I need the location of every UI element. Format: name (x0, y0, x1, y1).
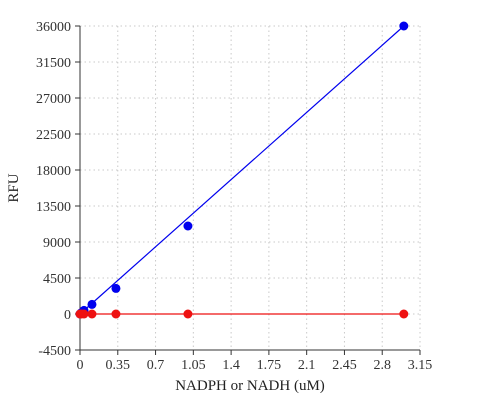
x-axis-ticks: 0 0.35 0.7 1.05 1.4 1.75 2.1 2.45 2.8 3.15 (77, 350, 433, 373)
y-tick-label: 18000 (36, 164, 71, 179)
series-1-point (399, 21, 409, 31)
x-tick-label: 2.1 (298, 358, 316, 373)
y-axis-label: RFU (6, 173, 22, 202)
x-tick-label: 0.7 (147, 358, 165, 373)
series-2-point (111, 309, 121, 319)
x-tick-label: 1.4 (222, 358, 240, 373)
x-tick-label: 1.75 (257, 358, 282, 373)
axes (79, 26, 420, 351)
x-tick-label: 0.35 (106, 358, 131, 373)
series-1-fit-line (79, 25, 405, 315)
series-1-point (183, 221, 193, 231)
series-1-point (111, 283, 121, 293)
x-tick-label: 2.45 (332, 358, 357, 373)
x-tick-label: 3.15 (408, 358, 433, 373)
y-tick-label: 0 (64, 308, 71, 323)
y-tick-label: 36000 (36, 20, 71, 35)
series-2-point (183, 309, 193, 319)
y-tick-label: 22500 (36, 128, 71, 143)
series-2-point (79, 309, 89, 319)
y-axis-ticks: -4500 0 4500 9000 13500 18000 22500 27000 31500 3… (36, 20, 80, 359)
y-tick-label: -4500 (38, 344, 71, 359)
series-1-point (87, 299, 97, 309)
y-tick-label: 4500 (43, 272, 71, 287)
x-axis-label: NADPH or NADH (uM) (175, 378, 325, 394)
grid (80, 25, 421, 350)
y-tick-label: 31500 (36, 56, 71, 71)
y-tick-label: 13500 (36, 200, 71, 215)
series-2-point (399, 309, 409, 319)
x-tick-label: 0 (77, 358, 84, 373)
y-tick-label: 27000 (36, 92, 71, 107)
series-2-point (87, 309, 97, 319)
x-tick-label: 1.05 (181, 358, 206, 373)
data-points (75, 21, 409, 319)
y-tick-label: 9000 (43, 236, 71, 251)
x-tick-label: 2.8 (373, 358, 391, 373)
fit-lines (79, 25, 405, 315)
